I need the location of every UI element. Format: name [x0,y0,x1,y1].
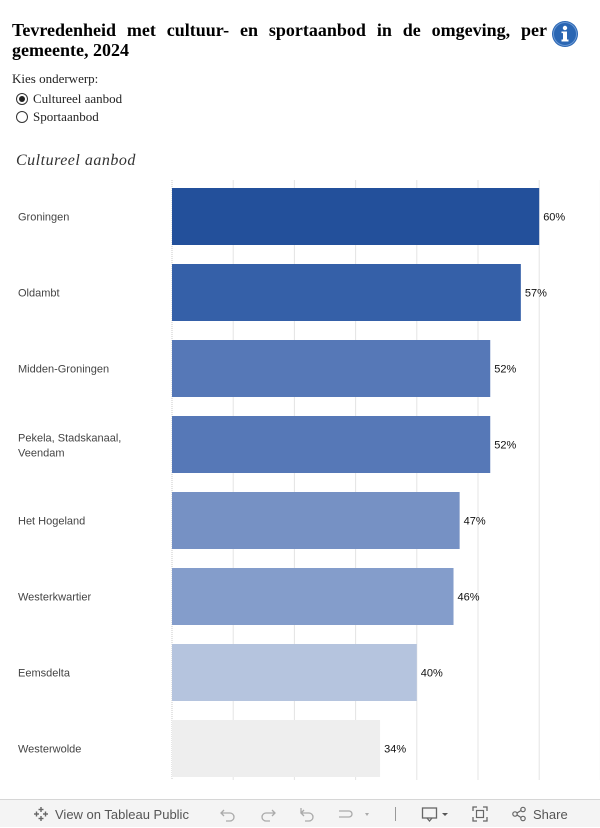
device-icon [421,807,448,822]
value-label: 40% [421,668,443,680]
radio-cultureel-aanbod[interactable]: Cultureel aanbod [16,91,122,107]
radio-sportaanbod[interactable]: Sportaanbod [16,109,99,125]
page-title: Tevredenheid met cultuur- en sportaanbod… [12,20,547,60]
category-label: Pekela, Stadskanaal, Veendam [18,433,121,460]
value-label: 52% [494,440,516,452]
radio-selected-icon[interactable] [16,93,28,105]
info-icon[interactable] [551,20,579,48]
category-label: Westerwolde [18,744,81,756]
revert-icon [300,808,314,822]
value-label: 46% [458,592,480,604]
bar[interactable] [172,264,521,321]
category-label: Oldambt [18,288,60,300]
filter-label: Kies onderwerp: [12,71,99,86]
view-on-tableau-label: View on Tableau Public [55,806,189,822]
bar[interactable] [172,416,491,473]
fullscreen-icon [472,806,488,822]
chart-title: Cultureel aanbod [16,152,136,169]
redo-icon [261,809,276,822]
share-icon [512,806,526,822]
bar[interactable] [172,568,454,625]
revert-button[interactable] [298,800,316,828]
bar[interactable] [172,720,381,777]
category-label: Westerkwartier [18,592,91,604]
tableau-logo-icon [34,807,48,821]
toolbar-divider [395,807,396,821]
category-label: Eemsdelta [18,668,71,680]
bar[interactable] [172,340,491,397]
device-layout-button[interactable] [421,800,453,828]
share-button[interactable]: Share [511,800,568,828]
category-label: Het Hogeland [18,516,85,528]
redo-button[interactable] [259,800,277,828]
undo-icon [220,809,235,822]
radio-label: Cultureel aanbod [33,91,123,106]
value-label: 52% [494,364,516,376]
undo-button[interactable] [219,800,237,828]
refresh-button[interactable] [337,800,373,828]
fullscreen-button[interactable] [472,800,488,828]
radio-unselected-icon[interactable] [16,111,28,123]
value-label: 57% [525,288,547,300]
bar[interactable] [172,644,417,701]
share-label: Share [533,806,568,822]
bar[interactable] [172,492,460,549]
view-on-tableau-button[interactable]: View on Tableau Public [33,800,189,828]
radio-label: Sportaanbod [33,109,99,124]
value-label: 47% [464,516,486,528]
value-label: 60% [543,212,565,224]
refresh-icon [339,810,369,818]
category-label: Midden-Groningen [18,364,109,376]
value-label: 34% [384,744,406,756]
bar[interactable] [172,188,540,245]
bar-chart: 60% Groningen 57% Oldambt 52% Midden-Groninge… [18,180,600,780]
tableau-toolbar: View on Tableau Public [0,799,600,827]
category-label: Groningen [18,212,69,224]
